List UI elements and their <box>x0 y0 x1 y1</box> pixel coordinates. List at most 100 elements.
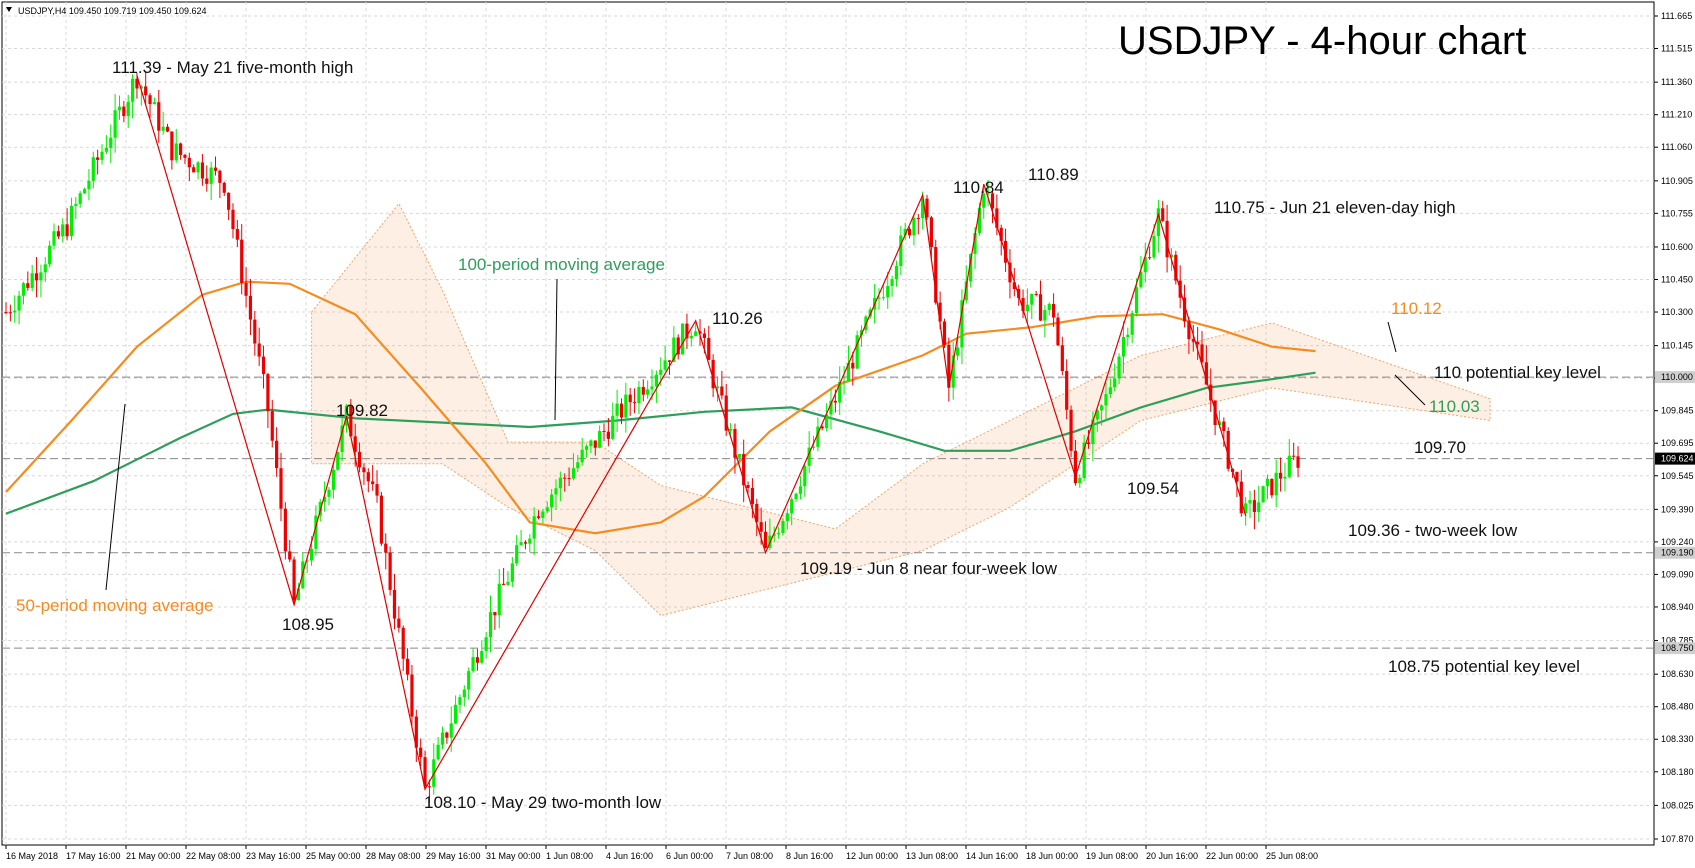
annotations: USDJPY - 4-hour chart USDJPY,H4 109.450 … <box>6 6 1601 812</box>
candle-body <box>1139 272 1143 288</box>
candle-body <box>1265 478 1270 487</box>
candle-body <box>1038 294 1043 321</box>
pointer-50ma <box>105 403 126 591</box>
candle-body <box>1244 503 1248 514</box>
candle-body <box>654 374 658 387</box>
candle-body <box>1187 321 1191 340</box>
candle-body <box>65 224 69 237</box>
candle-body <box>955 347 960 356</box>
candle-body <box>794 493 798 500</box>
candle-body <box>1200 344 1204 363</box>
candle-body <box>1161 208 1165 221</box>
y-tick-label: 109.240 <box>1661 537 1694 547</box>
candle-body <box>637 386 641 404</box>
candle-body <box>694 331 698 336</box>
candle-body <box>567 478 571 480</box>
y-tick-label: 108.330 <box>1661 734 1694 744</box>
candle-body <box>397 618 401 628</box>
y-tick-label: 108.940 <box>1661 602 1694 612</box>
candle-body <box>314 515 318 549</box>
candle-body <box>1270 478 1274 496</box>
candle-body <box>1052 303 1056 318</box>
candle-body <box>1091 419 1095 445</box>
candle-body <box>541 511 545 518</box>
candle-body <box>309 548 314 561</box>
candle-body <box>52 231 56 246</box>
candle-body <box>78 193 82 204</box>
candle-body <box>628 394 632 403</box>
candle-body <box>707 338 711 360</box>
candle-body <box>1108 387 1112 395</box>
candle-body <box>711 359 715 389</box>
ma50-line <box>5 280 1316 535</box>
price-badge <box>1655 371 1695 384</box>
candle-body <box>515 545 519 564</box>
candle-body <box>458 697 462 705</box>
candle-body <box>663 360 667 370</box>
candle-body <box>69 205 74 237</box>
candle-body <box>1012 282 1016 290</box>
candle-body <box>881 297 885 299</box>
candle-body <box>929 217 933 247</box>
y-tick-label: 108.480 <box>1661 702 1694 712</box>
candle-body <box>942 321 947 345</box>
candle-body <box>1235 471 1239 482</box>
candle-body <box>702 333 706 339</box>
y-tick-label: 107.870 <box>1661 834 1694 844</box>
candle-body <box>1082 442 1086 479</box>
y-tick-label: 109.695 <box>1661 438 1694 448</box>
candle-body <box>580 449 584 463</box>
candle-body <box>1034 294 1038 296</box>
candle-body <box>165 126 170 132</box>
candle-body <box>598 431 602 448</box>
candle-body <box>17 295 21 311</box>
candle-body <box>1209 384 1213 401</box>
candle-body <box>715 386 720 389</box>
candle-body <box>894 265 899 280</box>
candle-body <box>135 78 139 89</box>
candle-body <box>275 440 279 469</box>
candle-body <box>480 651 484 663</box>
candle-body <box>467 671 471 690</box>
candle-body <box>13 310 17 313</box>
candle-body <box>340 425 344 452</box>
candle-body <box>283 508 287 552</box>
y-tick-label: 110.145 <box>1661 341 1693 351</box>
candle-body <box>91 157 95 181</box>
candle-body <box>34 273 39 281</box>
candle-body <box>602 431 606 433</box>
candle-body <box>982 193 986 208</box>
candle-body <box>1008 262 1012 283</box>
price-badge-label: 109.624 <box>1661 454 1694 464</box>
candle-body <box>755 503 759 523</box>
price-axis: 111.665 111.515 111.360 111.210 111.060 110.9… <box>1654 11 1695 844</box>
candle-body <box>453 704 458 724</box>
candle-body <box>218 170 222 183</box>
candle-body <box>519 542 523 546</box>
candle-body <box>1296 456 1300 468</box>
candle-body <box>1060 345 1064 372</box>
x-tick-label: 6 Jun 00:00 <box>666 851 713 861</box>
candle-body <box>763 531 768 548</box>
candle-body <box>353 436 357 452</box>
candle-body <box>323 496 327 502</box>
candle-body <box>48 245 52 265</box>
x-tick-label: 25 Jun 08:00 <box>1266 851 1318 861</box>
candle-body <box>689 335 693 339</box>
candle-body <box>641 386 645 395</box>
candle-body <box>471 657 475 672</box>
annotation-may21-high: 111.39 - May 21 five-month high <box>112 58 353 77</box>
annotation-jun8-low: 109.19 - Jun 8 near four-week low <box>800 559 1058 578</box>
candle-body <box>838 382 842 403</box>
price-badge-label: 108.750 <box>1661 643 1694 653</box>
candle-body <box>846 362 851 382</box>
candle-body <box>401 627 405 659</box>
candle-body <box>842 381 846 383</box>
y-tick-label: 110.600 <box>1661 242 1693 252</box>
candle-body <box>576 462 580 469</box>
candle-body <box>1152 236 1156 258</box>
candle-body <box>288 551 292 560</box>
candle-body <box>650 386 654 390</box>
x-tick-label: 25 May 00:00 <box>306 851 361 861</box>
